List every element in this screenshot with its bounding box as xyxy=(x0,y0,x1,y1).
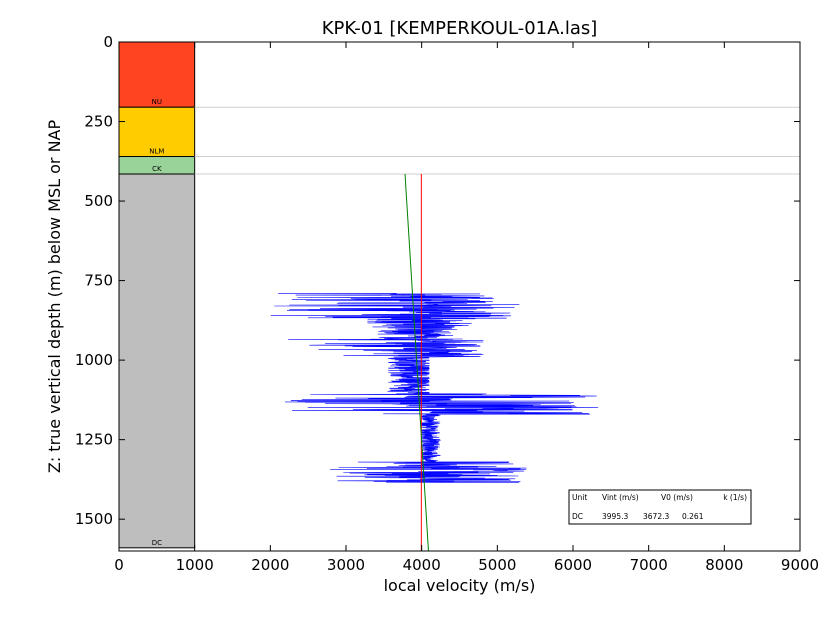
x-tick-label: 1000 xyxy=(176,556,214,574)
plot-frame xyxy=(118,41,801,552)
unit-label-nu: NU xyxy=(152,98,162,106)
x-tick-label: 0 xyxy=(114,556,124,574)
x-tick-label: 2000 xyxy=(251,556,289,574)
velocity-log xyxy=(270,293,599,483)
y-tick-label: 250 xyxy=(84,113,113,131)
x-tick-label: 3000 xyxy=(327,556,365,574)
y-tick-label: 1500 xyxy=(75,510,113,528)
unit-block-dc xyxy=(118,173,196,549)
unit-label-dc: DC xyxy=(152,539,162,547)
y-tick-label: 0 xyxy=(103,33,113,51)
x-tick-label: 6000 xyxy=(554,556,592,574)
velocity-log-trace xyxy=(270,293,599,483)
y-tick-label: 1250 xyxy=(75,431,113,449)
reference-lines xyxy=(404,173,429,552)
reference-line-v0-k xyxy=(404,173,429,552)
x-tick-label: 5000 xyxy=(478,556,516,574)
x-tick-label: 8000 xyxy=(705,556,743,574)
table-cell: 0.261 xyxy=(682,512,704,521)
table-cell: DC xyxy=(572,512,583,521)
y-axis-label: Z: true vertical depth (m) below MSL or … xyxy=(45,120,64,474)
x-tick-label: 7000 xyxy=(630,556,668,574)
velocity-parameter-table: Unit Vint (m/s) V0 (m/s) k (1/s) DC 3995.3 367… xyxy=(568,489,752,525)
table-header-cell: k (1/s) xyxy=(723,493,747,502)
table-header-cell: Vint (m/s) xyxy=(602,493,639,502)
unit-block-nu xyxy=(118,41,196,108)
x-axis-label: local velocity (m/s) xyxy=(384,576,536,595)
unit-block-nlm xyxy=(118,106,196,158)
stratigraphic-units: NU NLM CK DC xyxy=(118,41,196,549)
unit-label-nlm: NLM xyxy=(149,148,164,156)
y-tick-label: 500 xyxy=(84,192,113,210)
x-tick-label: 9000 xyxy=(781,556,819,574)
chart-title: KPK-01 [KEMPERKOUL-01A.las] xyxy=(322,18,598,39)
y-tick-label: 750 xyxy=(84,272,113,290)
table-header-cell: Unit xyxy=(572,493,587,502)
table-cell: 3672.3 xyxy=(643,512,669,521)
unit-boundary-lines xyxy=(194,106,800,175)
table-box xyxy=(568,489,752,525)
y-tick-label: 1000 xyxy=(75,351,113,369)
unit-label-ck: CK xyxy=(152,165,162,173)
axis-ticks: 0 1000 2000 3000 4000 5000 6000 7000 8000 9000 0 25… xyxy=(75,33,819,574)
table-header-cell: V0 (m/s) xyxy=(661,493,693,502)
x-tick-label: 4000 xyxy=(403,556,441,574)
table-cell: 3995.3 xyxy=(602,512,628,521)
